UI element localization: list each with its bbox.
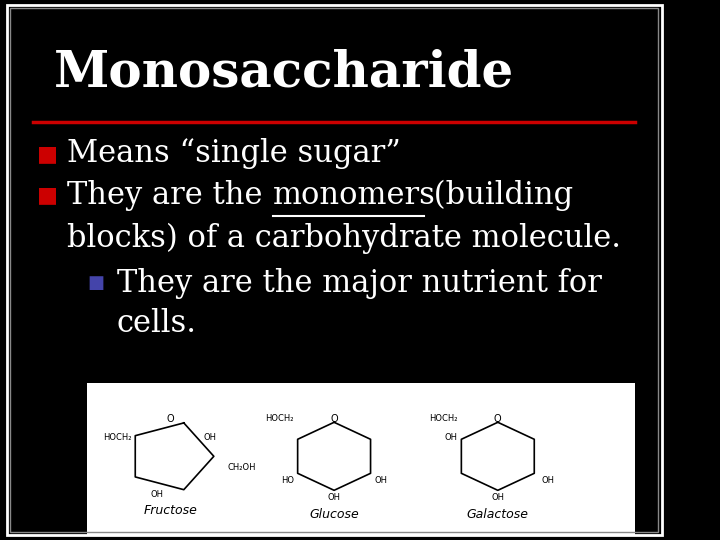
Text: (building: (building [424,180,573,211]
Text: Monosaccharide: Monosaccharide [53,49,513,97]
Text: O: O [494,414,502,423]
Text: OH: OH [374,476,387,485]
Text: CH₂OH: CH₂OH [228,463,256,471]
Text: monomers: monomers [273,180,436,211]
Text: Glucose: Glucose [309,508,359,521]
Text: OH: OH [150,490,163,498]
Text: blocks) of a carbohydrate molecule.: blocks) of a carbohydrate molecule. [67,223,621,254]
Text: ■: ■ [37,144,58,164]
Text: OH: OH [491,494,504,502]
Text: OH: OH [445,433,458,442]
Text: HOCH₂: HOCH₂ [429,414,458,423]
Text: They are the: They are the [67,180,272,211]
Text: ■: ■ [87,274,104,293]
Text: OH: OH [541,476,554,485]
Text: Fructose: Fructose [143,504,197,517]
FancyBboxPatch shape [87,383,635,535]
Text: cells.: cells. [117,308,197,340]
Text: They are the major nutrient for: They are the major nutrient for [117,268,602,299]
Text: HOCH₂: HOCH₂ [103,433,131,442]
Text: Means “single sugar”: Means “single sugar” [67,138,401,170]
Text: O: O [330,414,338,423]
Text: HO: HO [281,476,294,485]
Text: Galactose: Galactose [467,508,528,521]
Text: HOCH₂: HOCH₂ [266,414,294,423]
Text: They are the: They are the [67,180,272,211]
Text: OH: OH [328,494,341,502]
Text: O: O [166,414,174,423]
Text: OH: OH [204,433,217,442]
Text: ■: ■ [37,185,58,206]
